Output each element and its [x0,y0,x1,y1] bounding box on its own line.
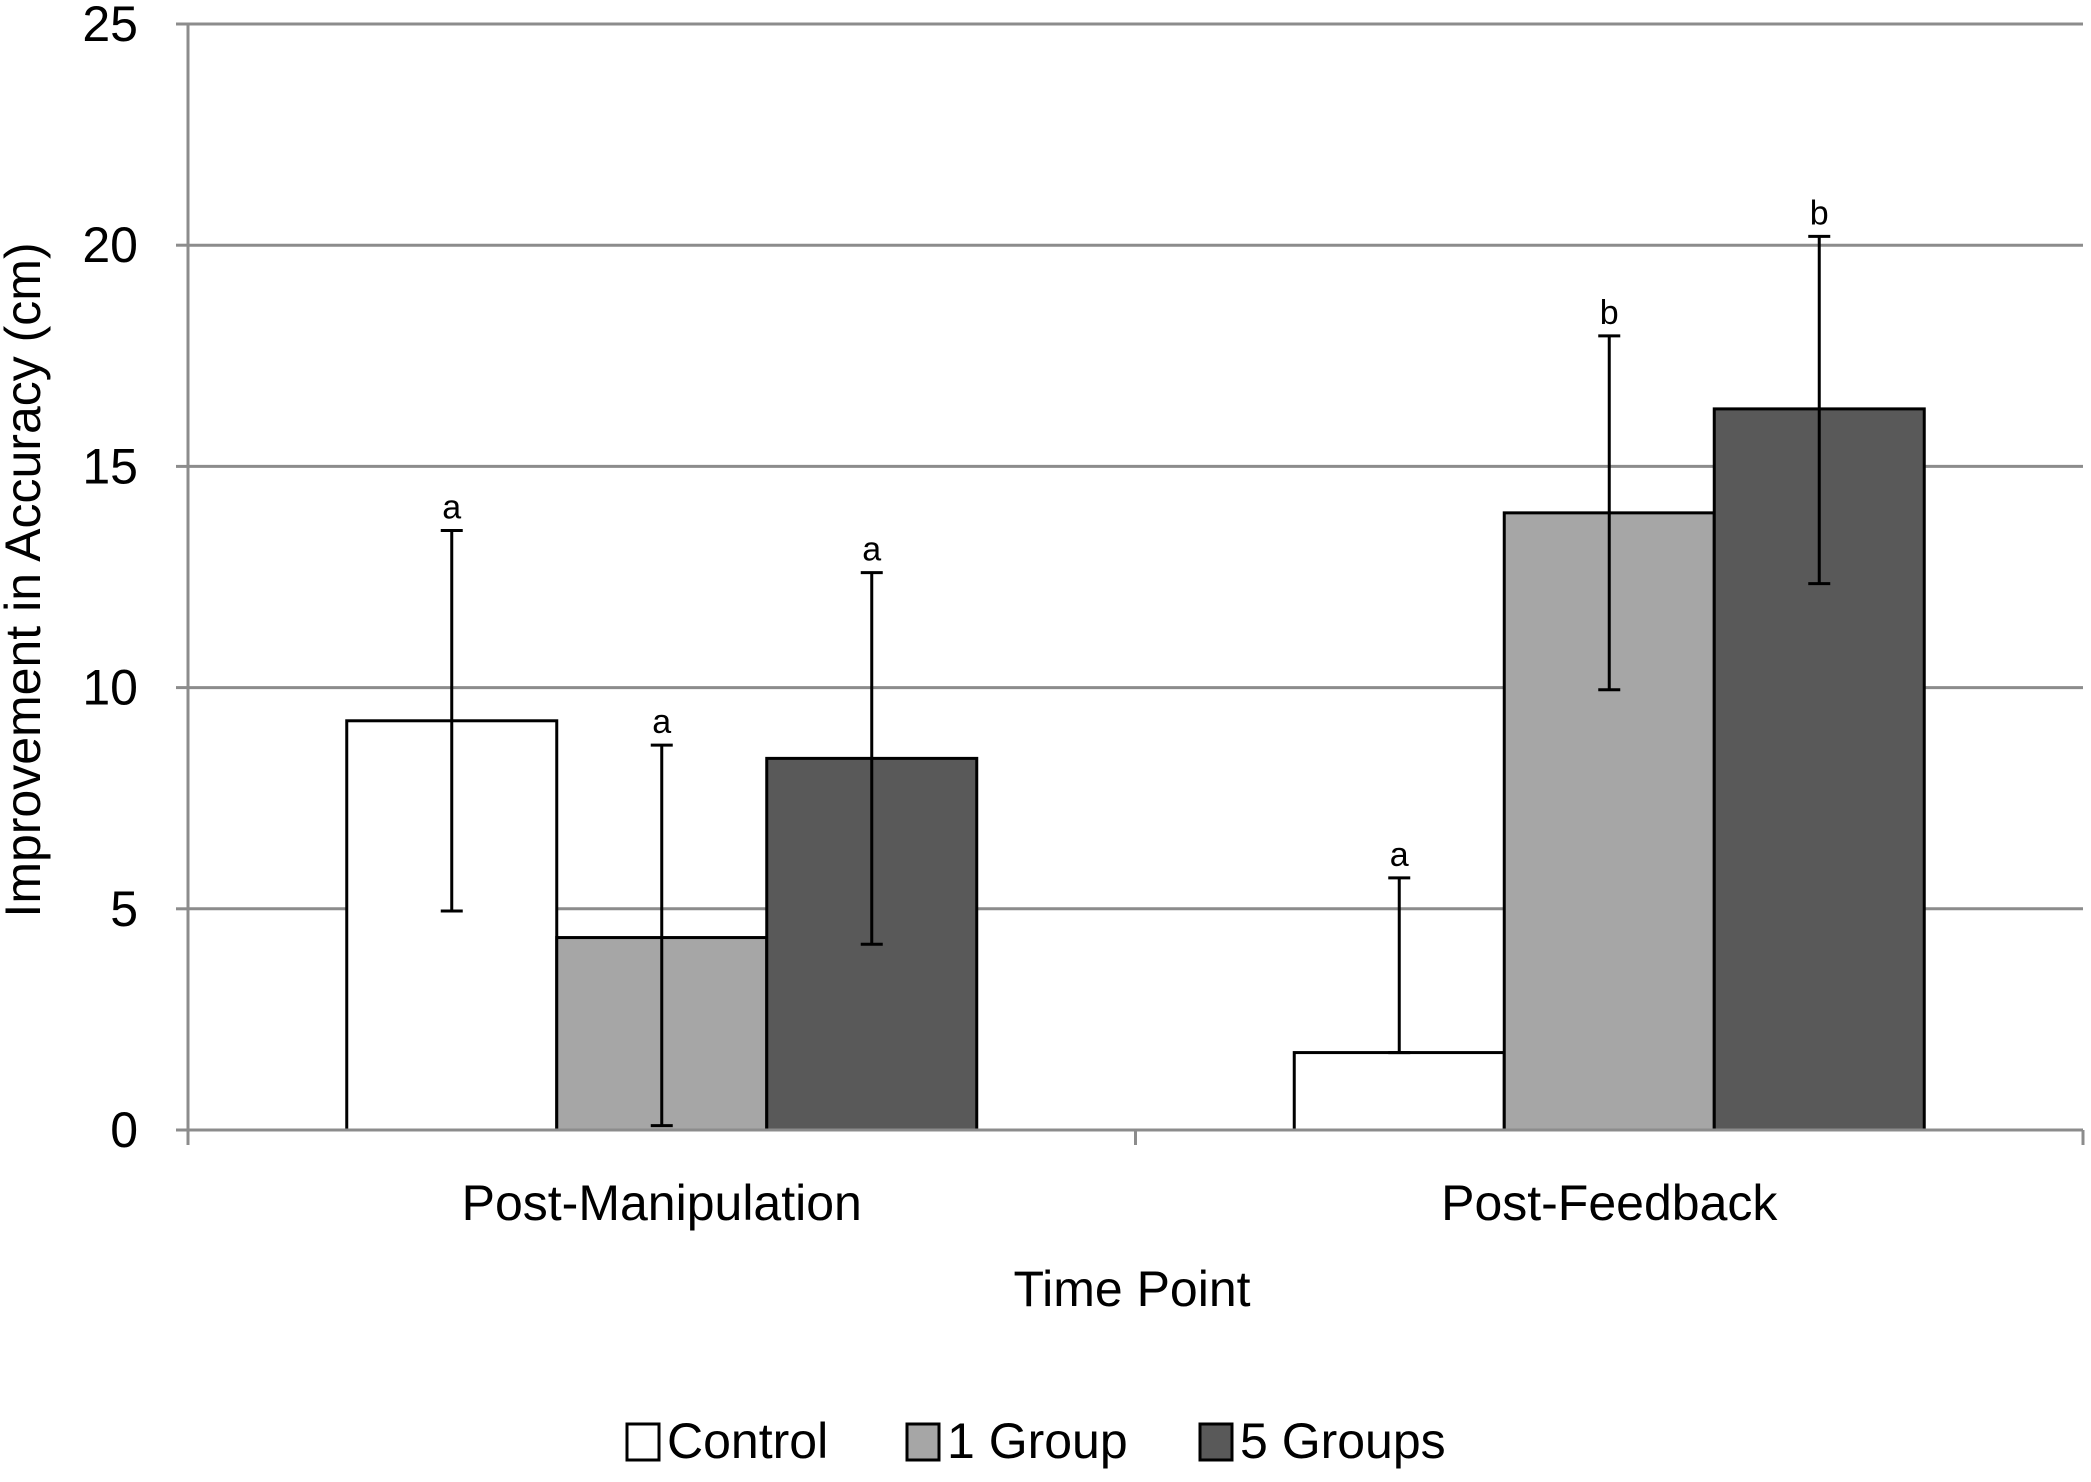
legend-label: 5 Groups [1240,1413,1446,1469]
significance-label: a [652,703,671,741]
y-tick-label: 15 [82,438,138,494]
x-category-labels: Post-Manipulation Post-Feedback [462,1175,1779,1231]
axes [176,22,2085,1145]
significance-label: b [1810,194,1829,232]
legend: Control 1 Group 5 Groups [625,1413,1446,1469]
legend-label: 1 Group [947,1413,1128,1469]
legend-swatch [1198,1422,1234,1462]
y-tick-labels: 0 5 10 15 20 25 [82,0,138,1158]
y-axis-title: Improvement in Accuracy (cm) [0,242,51,917]
significance-label: a [862,531,881,569]
bar-control [1292,1051,1506,1132]
error-bars [440,234,1831,1128]
y-tick-label: 25 [82,0,138,52]
y-tick-label: 0 [110,1102,138,1158]
x-category-label: Post-Feedback [1441,1175,1778,1231]
bars [345,407,1926,1132]
x-category-label: Post-Manipulation [462,1175,862,1231]
legend-swatch [625,1422,661,1462]
legend-label: Control [667,1413,828,1469]
legend-swatch [905,1422,941,1462]
y-tick-label: 10 [82,660,138,716]
significance-label: b [1600,294,1619,332]
y-tick-label: 20 [82,217,138,273]
significance-labels: a a a a b b [442,194,1828,873]
y-tick-label: 5 [110,881,138,937]
significance-label: a [1390,836,1409,874]
x-axis-title: Time Point [1013,1261,1250,1317]
significance-label: a [442,489,461,527]
